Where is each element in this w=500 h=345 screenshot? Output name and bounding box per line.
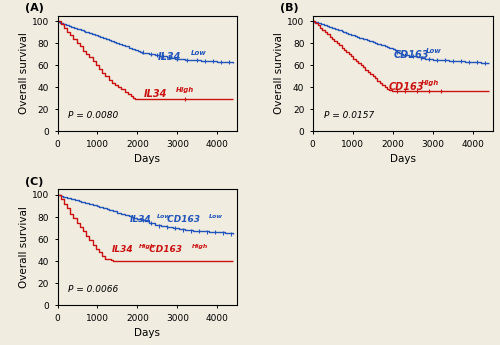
Text: Low: Low <box>190 50 206 56</box>
Y-axis label: Overall survival: Overall survival <box>274 32 284 115</box>
Text: High: High <box>140 244 156 249</box>
Text: CD163: CD163 <box>164 215 200 224</box>
X-axis label: Days: Days <box>390 154 415 164</box>
Text: High: High <box>192 244 208 249</box>
X-axis label: Days: Days <box>134 154 160 164</box>
Text: CD163: CD163 <box>388 82 424 92</box>
Text: High: High <box>176 87 195 93</box>
Text: IL34: IL34 <box>144 89 167 99</box>
Text: IL34: IL34 <box>112 245 133 254</box>
Text: Low: Low <box>426 48 442 54</box>
Text: (C): (C) <box>25 177 44 187</box>
Text: IL34: IL34 <box>158 52 182 62</box>
Text: P = 0.0157: P = 0.0157 <box>324 111 374 120</box>
Text: P = 0.0080: P = 0.0080 <box>68 111 118 120</box>
Y-axis label: Overall survival: Overall survival <box>19 32 29 115</box>
X-axis label: Days: Days <box>134 328 160 338</box>
Text: P = 0.0066: P = 0.0066 <box>68 285 118 294</box>
Text: Low: Low <box>158 214 172 219</box>
Text: (A): (A) <box>25 3 44 13</box>
Text: CD163: CD163 <box>146 245 182 254</box>
Text: Low: Low <box>208 214 222 219</box>
Y-axis label: Overall survival: Overall survival <box>19 206 29 288</box>
Text: CD163: CD163 <box>394 50 429 60</box>
Text: IL34: IL34 <box>130 215 151 224</box>
Text: (B): (B) <box>280 3 299 13</box>
Text: High: High <box>420 80 439 86</box>
